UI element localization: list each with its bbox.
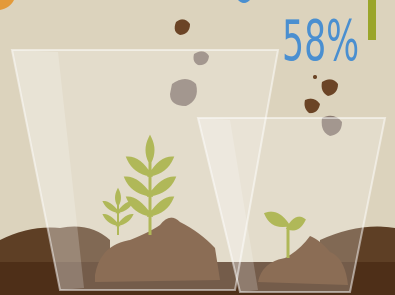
dirt-speck <box>313 75 317 79</box>
accent-bar <box>368 0 376 40</box>
illustration: 58% <box>0 0 395 295</box>
percent-label: 58% <box>282 8 359 73</box>
page: 58% (() => { const data = JSO <box>0 0 395 295</box>
